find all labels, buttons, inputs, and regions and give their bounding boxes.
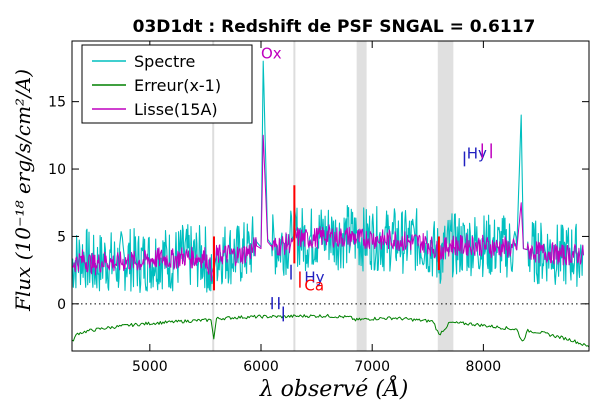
series-line-1: [71, 313, 590, 348]
axes-border: [71, 40, 590, 352]
legend-label-2: Lisse(15A): [134, 100, 218, 119]
series-line-2: [71, 134, 584, 282]
axes-frame: [71, 40, 590, 352]
x-tick-label-2: 7000: [354, 359, 390, 375]
legend-label-0: Spectre: [134, 52, 195, 71]
y-tick-label-3: 15: [48, 95, 66, 111]
y-tick-label-2: 10: [48, 162, 66, 178]
legend-box: [81, 44, 253, 124]
y-axis-ticks: 0 5 10 15: [48, 95, 589, 313]
chart-title: 03D1dt : Redshift de PSF SNGAL = 0.6117: [133, 17, 536, 37]
x-tick-label-3: 8000: [466, 359, 502, 375]
telluric-band-0: [356, 41, 367, 351]
legend: Spectre Erreur(x-1) Lisse(15A): [81, 44, 253, 124]
line-label-1: Hy: [304, 268, 324, 286]
x-axis-ticks: 5000 6000 7000 8000: [132, 41, 501, 375]
y-tick-label-1: 5: [57, 229, 66, 245]
y-axis-label: Flux (10⁻¹⁸ erg/s/cm²/A): [11, 69, 35, 312]
line-label-3: Hy: [467, 144, 487, 162]
series-line-0: [71, 60, 584, 294]
legend-label-1: Erreur(x-1): [134, 76, 221, 95]
telluric-band-1: [437, 41, 454, 351]
x-tick-label-0: 5000: [132, 359, 168, 375]
x-axis-label: λ observé (Å): [259, 374, 409, 400]
sky-lines: [212, 185, 440, 291]
line-label-0: Ox: [261, 45, 282, 63]
y-tick-label-0: 0: [57, 297, 66, 313]
telluric-bands: [356, 41, 454, 351]
series-lines: [71, 60, 590, 348]
line-label-2: Ca: [304, 276, 324, 294]
x-tick-label-1: 6000: [243, 359, 279, 375]
